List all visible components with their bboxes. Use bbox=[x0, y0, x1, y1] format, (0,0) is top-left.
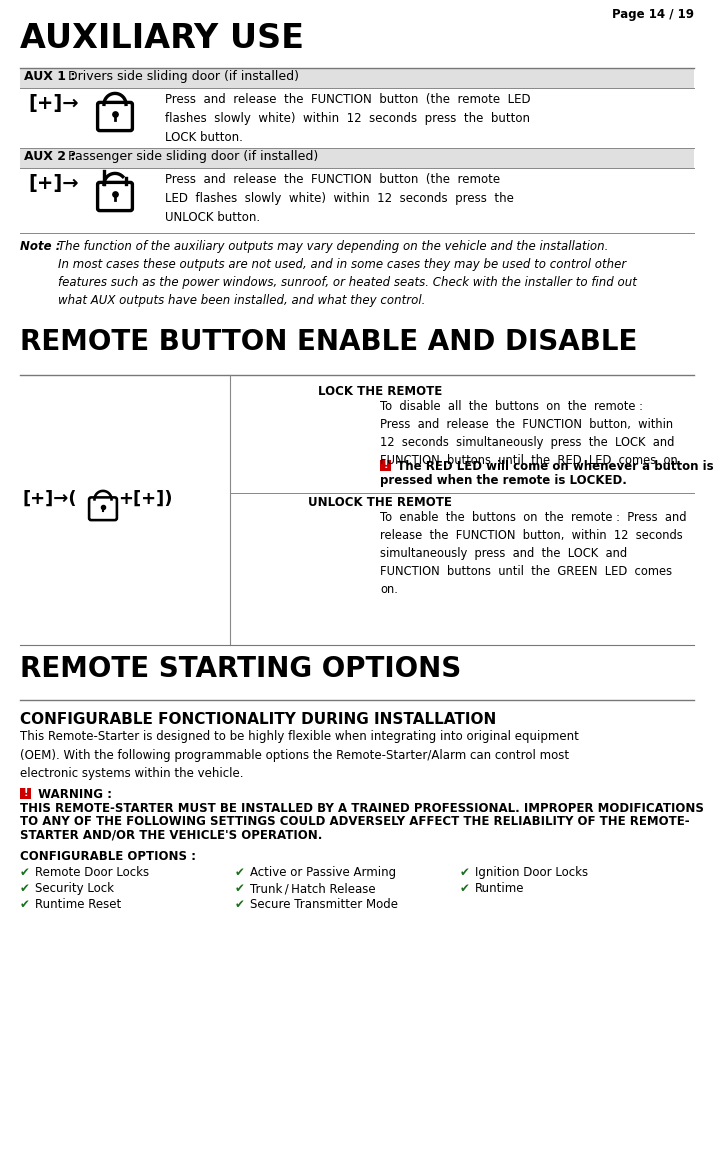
Text: This Remote-Starter is designed to be highly flexible when integrating into orig: This Remote-Starter is designed to be hi… bbox=[20, 730, 579, 780]
Text: ✔: ✔ bbox=[20, 897, 30, 911]
Text: !: ! bbox=[383, 461, 388, 470]
Text: CONFIGURABLE OPTIONS :: CONFIGURABLE OPTIONS : bbox=[20, 850, 196, 863]
Text: Page 14 / 19: Page 14 / 19 bbox=[612, 8, 694, 21]
Bar bbox=[380, 460, 391, 471]
Text: [+]→: [+]→ bbox=[28, 174, 79, 193]
Text: [+]→(: [+]→( bbox=[22, 490, 76, 508]
Text: Remote Door Locks: Remote Door Locks bbox=[35, 866, 149, 879]
Text: STARTER AND/OR THE VEHICLE'S OPERATION.: STARTER AND/OR THE VEHICLE'S OPERATION. bbox=[20, 828, 323, 841]
Text: UNLOCK THE REMOTE: UNLOCK THE REMOTE bbox=[308, 496, 452, 510]
Text: ✔: ✔ bbox=[235, 897, 245, 911]
Text: Runtime Reset: Runtime Reset bbox=[35, 897, 121, 911]
Text: ✔: ✔ bbox=[460, 882, 470, 895]
Text: Security Lock: Security Lock bbox=[35, 882, 114, 895]
Text: AUXILIARY USE: AUXILIARY USE bbox=[20, 22, 304, 54]
Text: pressed when the remote is LOCKED.: pressed when the remote is LOCKED. bbox=[380, 474, 627, 488]
Text: Ignition Door Locks: Ignition Door Locks bbox=[475, 866, 588, 879]
Text: ✔: ✔ bbox=[235, 866, 245, 879]
Text: To  disable  all  the  buttons  on  the  remote :
Press  and  release  the  FUNC: To disable all the buttons on the remote… bbox=[380, 400, 681, 467]
Text: Drivers side sliding door (if installed): Drivers side sliding door (if installed) bbox=[68, 69, 299, 83]
Text: REMOTE BUTTON ENABLE AND DISABLE: REMOTE BUTTON ENABLE AND DISABLE bbox=[20, 328, 638, 356]
Text: Trunk / Hatch Release: Trunk / Hatch Release bbox=[250, 882, 376, 895]
Text: Press  and  release  the  FUNCTION  button  (the  remote
LED  flashes  slowly  w: Press and release the FUNCTION button (t… bbox=[165, 173, 514, 223]
Text: Active or Passive Arming: Active or Passive Arming bbox=[250, 866, 396, 879]
Text: AUX 2 :: AUX 2 : bbox=[24, 151, 76, 163]
Text: ✔: ✔ bbox=[20, 866, 30, 879]
Text: WARNING :: WARNING : bbox=[34, 787, 112, 801]
Text: [+]→: [+]→ bbox=[28, 94, 79, 113]
Text: Note :: Note : bbox=[20, 240, 61, 252]
Bar bbox=[20, 148, 694, 168]
Text: Passenger side sliding door (if installed): Passenger side sliding door (if installe… bbox=[68, 151, 318, 163]
Text: !: ! bbox=[24, 789, 28, 799]
Text: REMOTE STARTING OPTIONS: REMOTE STARTING OPTIONS bbox=[20, 655, 461, 683]
Text: Secure Transmitter Mode: Secure Transmitter Mode bbox=[250, 897, 398, 911]
Text: The function of the auxiliary outputs may vary depending on the vehicle and the : The function of the auxiliary outputs ma… bbox=[58, 240, 637, 307]
Text: ✔: ✔ bbox=[20, 882, 30, 895]
Text: ✔: ✔ bbox=[235, 882, 245, 895]
Text: ✔: ✔ bbox=[460, 866, 470, 879]
Text: TO ANY OF THE FOLLOWING SETTINGS COULD ADVERSELY AFFECT THE RELIABILITY OF THE R: TO ANY OF THE FOLLOWING SETTINGS COULD A… bbox=[20, 815, 690, 828]
Text: +[+]): +[+]) bbox=[118, 490, 173, 508]
Text: The RED LED will come on whenever a button is: The RED LED will come on whenever a butt… bbox=[393, 460, 713, 472]
Bar bbox=[20, 787, 31, 799]
Bar bbox=[20, 68, 694, 88]
Text: CONFIGURABLE FONCTIONALITY DURING INSTALLATION: CONFIGURABLE FONCTIONALITY DURING INSTAL… bbox=[20, 712, 496, 727]
Text: Press  and  release  the  FUNCTION  button  (the  remote  LED
flashes  slowly  w: Press and release the FUNCTION button (t… bbox=[165, 93, 531, 144]
Text: THIS REMOTE-STARTER MUST BE INSTALLED BY A TRAINED PROFESSIONAL. IMPROPER MODIFI: THIS REMOTE-STARTER MUST BE INSTALLED BY… bbox=[20, 802, 704, 815]
Text: Runtime: Runtime bbox=[475, 882, 525, 895]
Text: AUX 1 :: AUX 1 : bbox=[24, 69, 76, 83]
Text: To  enable  the  buttons  on  the  remote :  Press  and
release  the  FUNCTION  : To enable the buttons on the remote : Pr… bbox=[380, 511, 686, 596]
Text: LOCK THE REMOTE: LOCK THE REMOTE bbox=[318, 384, 442, 398]
